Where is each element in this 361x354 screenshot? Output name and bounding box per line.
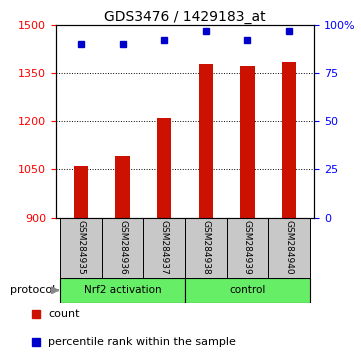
Bar: [185, 218, 227, 278]
Text: GSM284937: GSM284937: [160, 221, 169, 275]
Text: GSM284938: GSM284938: [201, 221, 210, 275]
Bar: [74, 166, 88, 218]
Bar: [185, 278, 310, 303]
Bar: [240, 65, 255, 218]
Text: count: count: [48, 309, 79, 319]
Text: percentile rank within the sample: percentile rank within the sample: [48, 337, 236, 347]
Bar: [60, 278, 185, 303]
Text: GSM284936: GSM284936: [118, 221, 127, 275]
Bar: [157, 118, 171, 218]
Bar: [282, 62, 296, 218]
Bar: [60, 218, 102, 278]
Bar: [199, 64, 213, 218]
Text: GSM284935: GSM284935: [77, 221, 86, 275]
Bar: [268, 218, 310, 278]
Text: control: control: [229, 285, 266, 295]
Text: protocol: protocol: [10, 285, 55, 295]
Text: GSM284939: GSM284939: [243, 221, 252, 275]
Bar: [102, 218, 143, 278]
Bar: [143, 218, 185, 278]
Bar: [115, 156, 130, 218]
Text: GSM284940: GSM284940: [284, 221, 293, 275]
Title: GDS3476 / 1429183_at: GDS3476 / 1429183_at: [104, 10, 266, 24]
Bar: [227, 218, 268, 278]
Text: Nrf2 activation: Nrf2 activation: [84, 285, 161, 295]
